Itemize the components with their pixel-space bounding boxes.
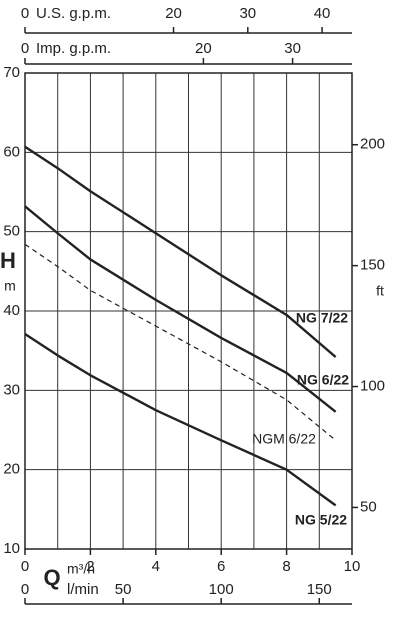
axis-label: Imp. g.p.m. [36,40,111,57]
x-tick-label: 40 [314,5,331,22]
y-unit: m [4,278,16,294]
curve [24,333,337,507]
y-tick-label: 20 [3,461,20,478]
series-label: NG 6/22 [297,372,349,388]
y-tick-label: 10 [3,540,20,557]
y2-tick-label: 100 [360,377,385,394]
curve [24,145,337,358]
x-tick-label: 20 [165,5,182,22]
y-tick-label: 70 [3,64,20,81]
y2-tick-label: 50 [360,498,377,515]
curve [24,205,337,413]
y-tick-label: 40 [3,302,20,319]
x-tick-label: 20 [195,40,212,57]
series-label: NG 7/22 [296,310,348,326]
x-tick-label: 50 [115,581,132,598]
x-tick-label: 8 [282,558,290,575]
y2-tick-label: 150 [360,257,385,274]
curve [24,243,337,441]
plot-frame [24,72,353,550]
y2-tick-label: 200 [360,136,385,153]
series-label: NG 5/22 [295,512,347,528]
y-label: H [0,248,16,273]
x-tick-label: 4 [152,558,160,575]
x-tick-label: 30 [284,40,301,57]
x-unit: m³/h [67,561,95,577]
x-tick-label: 0 [21,40,29,57]
y2-unit: ft [376,283,384,299]
y-tick-label: 50 [3,223,20,240]
x-tick-label: 6 [217,558,225,575]
x-tick-label: 0 [21,581,29,598]
x-tick-label: 150 [307,581,332,598]
x-tick-label: 2 [86,558,94,575]
axis-label: l/min [67,581,99,598]
x-tick-label: 10 [344,558,361,575]
y-tick-label: 60 [3,143,20,160]
x-tick-label: 30 [239,5,256,22]
x-tick-label: 0 [21,558,29,575]
x-tick-label: 100 [209,581,234,598]
axis-label: U.S. g.p.m. [36,5,111,22]
x-tick-label: 0 [21,5,29,22]
series-label: NGM 6/22 [252,431,316,447]
y-tick-label: 30 [3,381,20,398]
x-label: Q [43,565,60,590]
